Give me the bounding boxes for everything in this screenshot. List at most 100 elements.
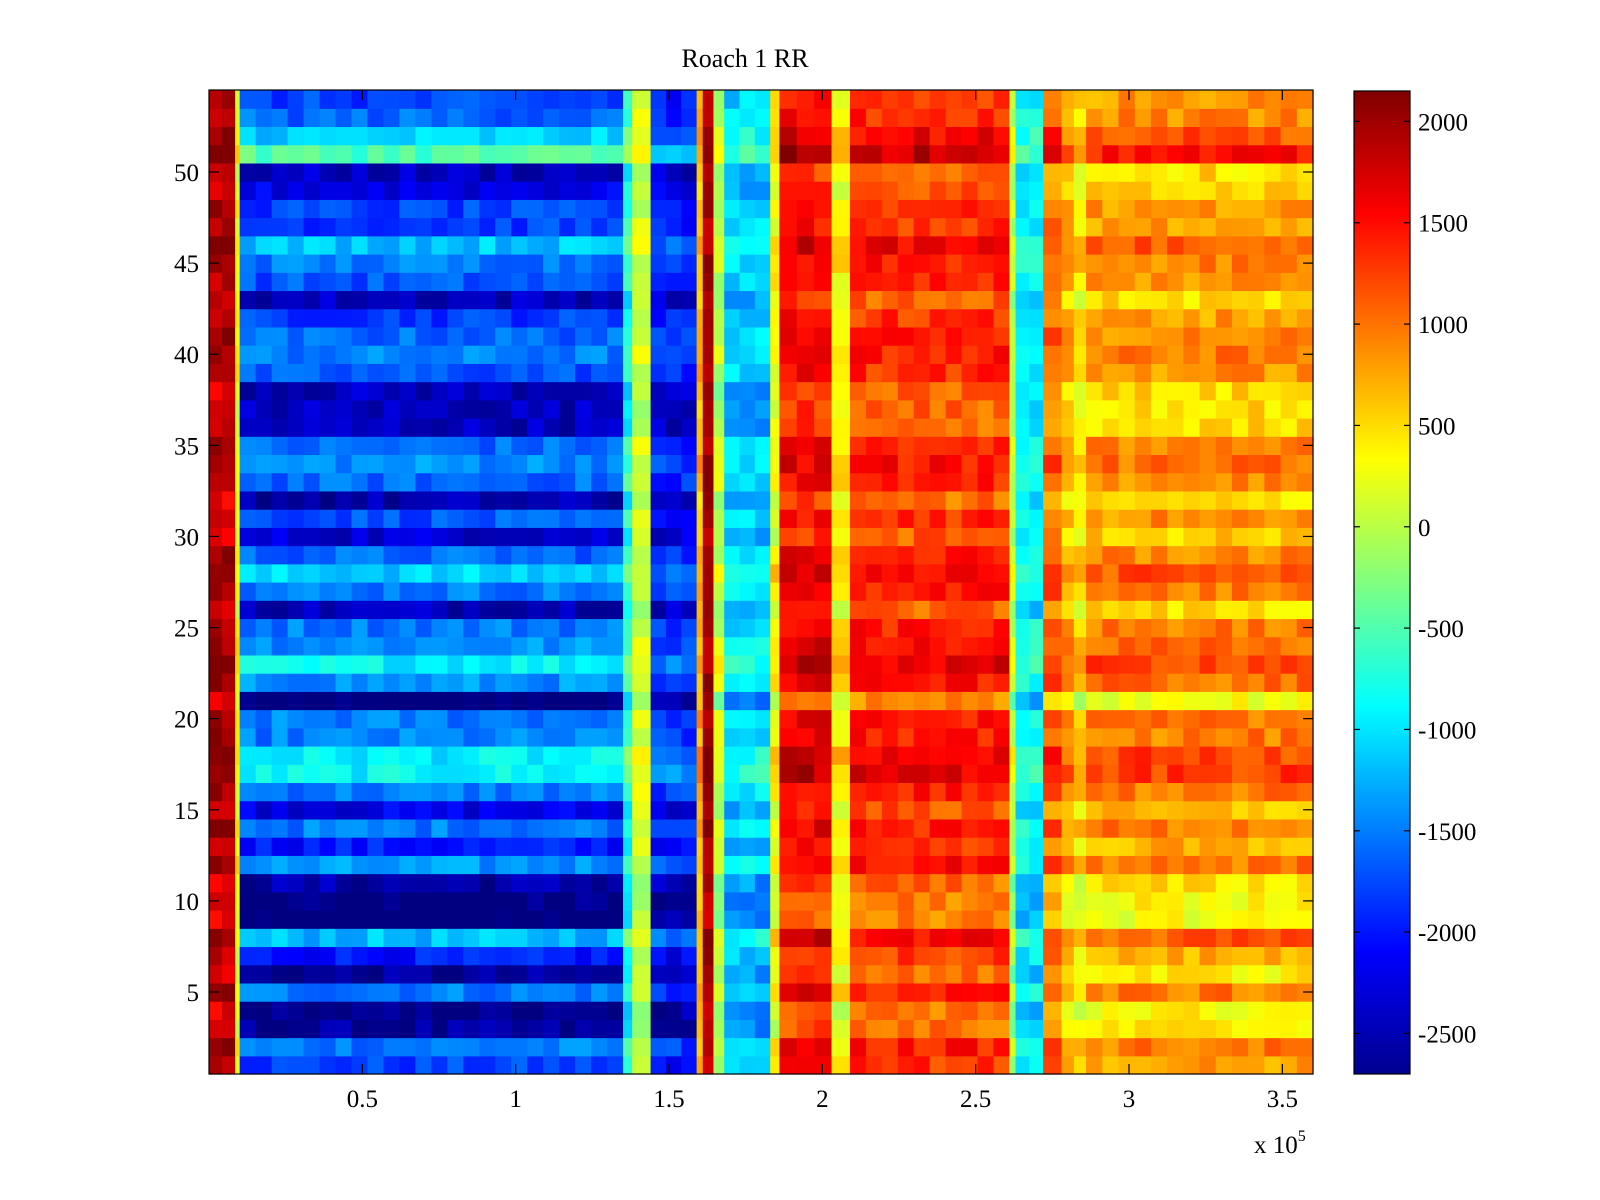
heatmap-cell	[961, 162, 979, 182]
heatmap-cell	[543, 891, 560, 911]
heatmap-cell	[1009, 490, 1017, 510]
heatmap-cell	[696, 199, 704, 219]
heatmap-cell	[623, 673, 633, 692]
heatmap-cell	[1215, 308, 1233, 328]
heatmap-cell	[1167, 1019, 1184, 1039]
heatmap-cell	[632, 381, 652, 401]
heatmap-cell	[463, 946, 480, 966]
heatmap-cell	[1280, 636, 1298, 656]
heatmap-cell	[681, 454, 698, 474]
heatmap-cell	[681, 144, 698, 164]
heatmap-cell	[977, 1001, 995, 1020]
heatmap-cell	[796, 345, 815, 364]
heatmap-cell	[287, 818, 305, 838]
heatmap-cell	[779, 1037, 798, 1057]
heatmap-cell	[779, 381, 798, 401]
heatmap-cell	[463, 600, 480, 620]
heatmap-cell	[977, 181, 995, 200]
heatmap-cell	[1199, 946, 1217, 966]
heatmap-cell	[319, 563, 337, 583]
heatmap-cell	[351, 308, 369, 328]
heatmap-cell	[881, 381, 899, 401]
heatmap-cell	[1118, 108, 1136, 128]
heatmap-cell	[1073, 855, 1087, 875]
heatmap-cell	[271, 217, 289, 237]
heatmap-cell	[770, 673, 780, 692]
heatmap-cell	[255, 472, 273, 492]
heatmap-cell	[831, 964, 851, 984]
heatmap-cell	[1296, 126, 1314, 146]
heatmap-cell	[1118, 90, 1136, 109]
heatmap-cell	[881, 527, 899, 547]
heatmap-cell	[559, 418, 576, 437]
heatmap-cell	[351, 855, 369, 875]
heatmap-cell	[696, 272, 704, 292]
heatmap-cell	[977, 691, 995, 711]
heatmap-cell	[1183, 873, 1201, 893]
heatmap-cell	[495, 308, 512, 328]
heatmap-cell	[945, 108, 963, 128]
heatmap-cell	[739, 982, 756, 1002]
heatmap-cell	[1296, 654, 1314, 674]
heatmap-cell	[1073, 436, 1087, 456]
heatmap-cell	[239, 126, 257, 146]
heatmap-cell	[1086, 399, 1103, 419]
heatmap-cell	[1248, 873, 1265, 893]
heatmap-cell	[495, 600, 512, 620]
heatmap-cell	[632, 1037, 652, 1057]
heatmap-cell	[993, 1055, 1010, 1075]
heatmap-cell	[351, 673, 369, 692]
heatmap-cell	[1215, 673, 1233, 692]
heatmap-cell	[1248, 399, 1265, 419]
heatmap-cell	[543, 563, 560, 583]
heatmap-cell	[739, 910, 756, 929]
heatmap-cell	[255, 272, 273, 292]
heatmap-cell	[929, 563, 947, 583]
heatmap-cell	[865, 308, 883, 328]
heatmap-cell	[1183, 746, 1201, 765]
heatmap-cell	[739, 235, 756, 255]
heatmap-cell	[222, 746, 236, 765]
heatmap-cell	[1061, 418, 1075, 437]
heatmap-cell	[1073, 746, 1087, 765]
heatmap-cell	[1043, 818, 1063, 838]
heatmap-cell	[235, 290, 241, 310]
heatmap-cell	[209, 399, 223, 419]
heatmap-cell	[239, 727, 257, 747]
heatmap-cell	[559, 363, 576, 383]
heatmap-cell	[479, 600, 496, 620]
heatmap-cell	[754, 108, 771, 128]
heatmap-cell	[1086, 162, 1103, 182]
heatmap-cell	[681, 509, 698, 528]
heatmap-cell	[623, 436, 633, 456]
heatmap-cell	[351, 1055, 369, 1075]
heatmap-cell	[650, 545, 667, 565]
heatmap-cell	[724, 673, 741, 692]
heatmap-cell	[961, 108, 979, 128]
heatmap-cell	[1183, 727, 1201, 747]
heatmap-cell	[607, 982, 624, 1002]
heatmap-cell	[255, 418, 273, 437]
heatmap-cell	[575, 582, 592, 601]
heatmap-cell	[399, 345, 416, 364]
heatmap-cell	[607, 527, 624, 547]
heatmap-cell	[665, 181, 682, 200]
heatmap-cell	[1134, 363, 1152, 383]
heatmap-cell	[961, 928, 979, 948]
heatmap-cell	[1248, 891, 1265, 911]
heatmap-cell	[431, 964, 448, 984]
heatmap-cell	[929, 436, 947, 456]
heatmap-cell	[623, 1001, 633, 1020]
heatmap-cell	[961, 1019, 979, 1039]
heatmap-cell	[495, 418, 512, 437]
heatmap-cell	[945, 582, 963, 601]
heatmap-cell	[591, 727, 608, 747]
heatmap-cell	[1015, 472, 1030, 492]
heatmap-cell	[351, 782, 369, 802]
heatmap-cell	[591, 563, 608, 583]
heatmap-cell	[724, 1037, 741, 1057]
heatmap-cell	[770, 527, 780, 547]
heatmap-cell	[897, 691, 915, 711]
heatmap-cell	[1215, 910, 1233, 929]
heatmap-cell	[239, 418, 257, 437]
